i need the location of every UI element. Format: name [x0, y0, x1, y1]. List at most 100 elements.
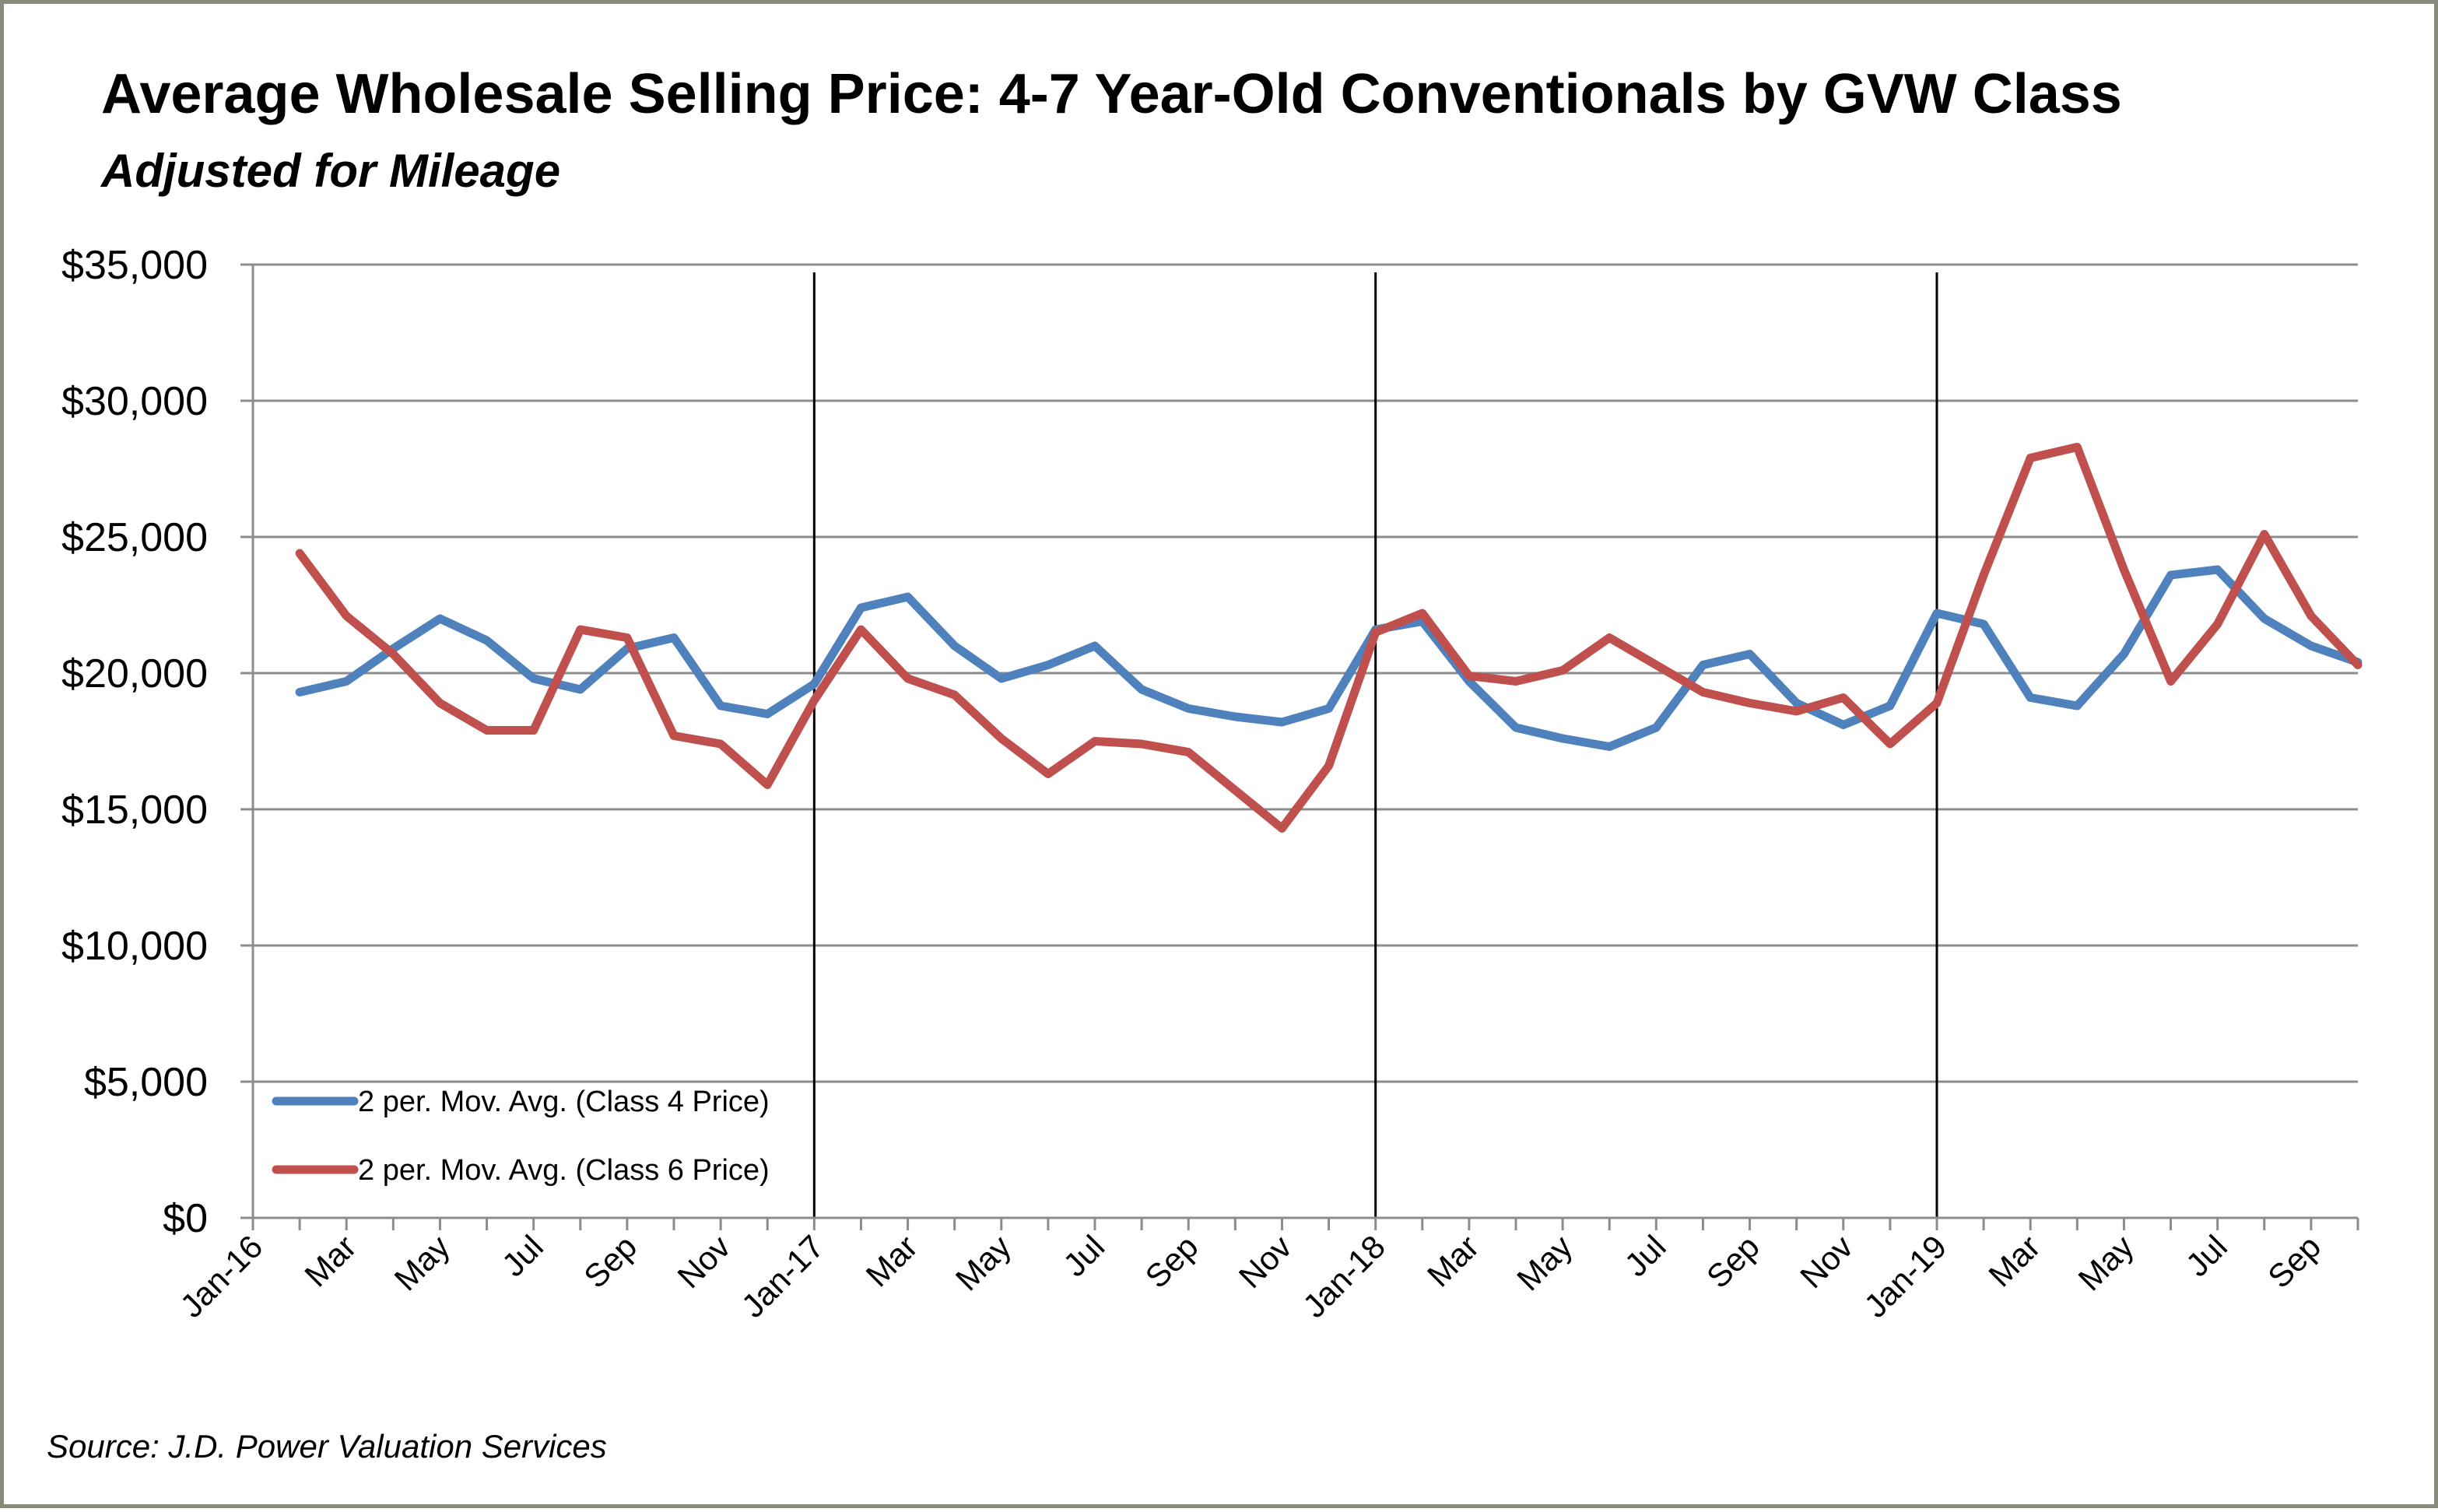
data-point — [1748, 701, 1752, 705]
data-point — [485, 639, 489, 642]
data-point — [438, 617, 442, 620]
data-point — [1280, 826, 1284, 830]
data-point — [1514, 726, 1517, 729]
data-point — [1888, 742, 1892, 745]
data-point — [719, 704, 723, 707]
chart-title: Average Wholesale Selling Price: 4-7 Yea… — [101, 63, 2122, 125]
data-point — [1093, 644, 1096, 647]
x-axis-ticks: Jan-16 Mar May Jul Sep Nov Jan-17 Mar May Jul Sep N… — [173, 1218, 2359, 1324]
data-point — [766, 783, 770, 787]
series-line — [295, 565, 2363, 751]
chart-subtitle: Adjusted for Mileage — [100, 145, 560, 197]
data-point — [2215, 623, 2219, 626]
series-2 — [295, 443, 2363, 833]
data-point — [906, 595, 910, 598]
data-point — [1187, 750, 1191, 754]
y-tick-label: $25,000 — [61, 515, 208, 560]
x-tick-label: May — [1510, 1228, 1579, 1297]
data-point — [1327, 707, 1331, 710]
gridlines — [253, 263, 2358, 1083]
y-tick-label: $15,000 — [61, 788, 208, 833]
year-marker-lines — [812, 272, 1938, 1218]
data-point — [1280, 721, 1284, 724]
legend: 2 per. Mov. Avg. (Class 4 Price) 2 per. M… — [272, 1086, 770, 1187]
x-tick-label: Jul — [495, 1228, 550, 1283]
x-tick-label: May — [949, 1228, 1018, 1297]
data-point — [1982, 623, 1986, 626]
axes — [251, 265, 2358, 1219]
x-tick-label: Nov — [1793, 1228, 1860, 1295]
data-point — [1514, 679, 1517, 683]
data-point — [999, 737, 1003, 740]
data-point — [2309, 644, 2313, 647]
data-point — [1841, 723, 1845, 727]
data-point — [298, 552, 302, 555]
x-tick-label: Mar — [1420, 1228, 1486, 1293]
data-point — [812, 682, 816, 686]
data-point — [1608, 636, 1612, 640]
x-tick-label: Sep — [1700, 1228, 1766, 1295]
data-point — [952, 644, 956, 647]
data-point — [952, 693, 956, 696]
data-point — [391, 652, 395, 656]
data-point — [2262, 532, 2266, 536]
x-tick-label: Jan-16 — [173, 1228, 269, 1324]
data-point — [1467, 674, 1471, 678]
data-point — [485, 728, 489, 732]
legend-label: 2 per. Mov. Avg. (Class 6 Price) — [358, 1154, 770, 1187]
data-point — [1841, 696, 1845, 700]
data-point — [859, 606, 863, 609]
data-point — [672, 636, 675, 640]
data-point — [1935, 701, 1938, 705]
data-point — [2356, 663, 2359, 667]
x-tick-label: Nov — [1232, 1228, 1299, 1295]
x-tick-label: Jan-17 — [735, 1228, 831, 1324]
data-point — [2169, 574, 2173, 577]
data-point — [1046, 772, 1050, 776]
data-point — [1982, 574, 1986, 577]
series-line — [295, 443, 2363, 833]
data-point — [438, 701, 442, 705]
y-tick-label: $30,000 — [61, 379, 208, 424]
data-point — [1561, 668, 1565, 672]
data-point — [1093, 739, 1096, 743]
line-chart: Average Wholesale Selling Price: 4-7 Yea… — [47, 63, 2363, 1465]
data-point — [1794, 710, 1798, 713]
x-tick-label: Mar — [859, 1228, 924, 1293]
x-tick-label: Mar — [297, 1228, 363, 1293]
data-point — [1654, 726, 1658, 729]
y-tick-label: $0 — [163, 1196, 208, 1241]
data-point — [999, 677, 1003, 680]
data-point — [1373, 630, 1377, 634]
x-tick-label: May — [2071, 1228, 2140, 1297]
data-point — [1701, 690, 1705, 694]
data-point — [1420, 612, 1424, 615]
data-point — [1608, 745, 1612, 749]
data-point — [1327, 764, 1331, 767]
data-point — [1140, 742, 1144, 745]
data-point — [1794, 701, 1798, 705]
x-tick-label: Jan-18 — [1296, 1228, 1392, 1324]
series-lines — [295, 443, 2363, 833]
data-point — [2075, 445, 2079, 449]
x-tick-label: May — [387, 1228, 456, 1297]
y-axis-ticks: $0 $5,000 $10,000 $15,000 $20,000 $25,000 $30,… — [61, 243, 253, 1241]
source-note: Source: J.D. Power Valuation Services — [47, 1428, 607, 1465]
x-tick-label: Sep — [577, 1228, 644, 1295]
data-point — [345, 614, 349, 618]
x-tick-label: Jul — [1056, 1228, 1111, 1283]
data-point — [1561, 737, 1565, 740]
data-point — [1233, 788, 1237, 792]
data-point — [1654, 663, 1658, 667]
x-tick-label: Sep — [1138, 1228, 1205, 1295]
x-tick-label: Mar — [1981, 1228, 2047, 1293]
data-point — [2215, 568, 2219, 571]
data-point — [1046, 663, 1050, 667]
data-point — [859, 628, 863, 631]
data-point — [906, 677, 910, 680]
data-point — [345, 679, 349, 683]
data-point — [719, 742, 723, 745]
data-point — [1701, 663, 1705, 667]
x-tick-label: Sep — [2261, 1228, 2328, 1295]
